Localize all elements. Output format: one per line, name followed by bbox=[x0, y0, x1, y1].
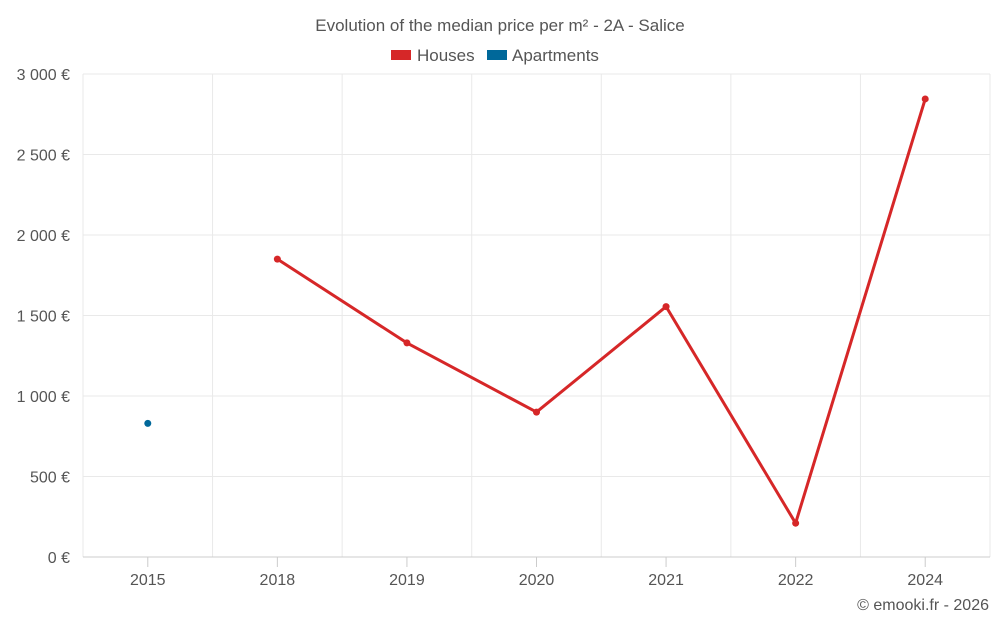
y-tick-label: 2 500 € bbox=[17, 148, 70, 165]
data-point-houses[interactable] bbox=[921, 95, 929, 103]
legend-item-houses[interactable]: Houses bbox=[391, 46, 475, 65]
data-point-houses[interactable] bbox=[273, 255, 281, 263]
y-tick-label: 3 000 € bbox=[17, 67, 70, 84]
x-tick-label: 2020 bbox=[519, 572, 555, 589]
y-tick-label: 1 500 € bbox=[17, 309, 70, 326]
series-layer bbox=[144, 95, 929, 527]
legend-label-apartments: Apartments bbox=[512, 46, 599, 65]
legend-item-apartments[interactable]: Apartments bbox=[487, 46, 599, 65]
series-line-houses bbox=[276, 98, 927, 525]
data-point-apartments[interactable] bbox=[144, 419, 152, 427]
credit-text: © emooki.fr - 2026 bbox=[857, 597, 989, 614]
data-point-houses[interactable] bbox=[792, 519, 800, 527]
x-tick-label: 2021 bbox=[648, 572, 684, 589]
data-point-houses[interactable] bbox=[533, 408, 540, 416]
y-tick-label: 0 € bbox=[48, 550, 70, 567]
y-tick-label: 1 000 € bbox=[17, 389, 70, 406]
x-tick-label: 2015 bbox=[130, 572, 166, 589]
data-point-houses[interactable] bbox=[662, 303, 670, 311]
x-tick-label: 2019 bbox=[389, 572, 425, 589]
legend-swatch-houses bbox=[391, 50, 411, 60]
x-tick-label: 2024 bbox=[907, 572, 943, 589]
x-tick-label: 2022 bbox=[778, 572, 814, 589]
grid bbox=[82, 73, 991, 557]
chart-title: Evolution of the median price per m² - 2… bbox=[315, 16, 684, 35]
y-tick-label: 2 000 € bbox=[17, 228, 70, 245]
x-tick-label: 2018 bbox=[260, 572, 296, 589]
data-point-houses[interactable] bbox=[403, 339, 411, 347]
legend-swatch-apartments bbox=[487, 50, 507, 60]
legend-label-houses: Houses bbox=[417, 46, 475, 65]
y-tick-label: 500 € bbox=[30, 470, 70, 487]
axes: 0 € 500 € 1 000 € 1 500 € 2 000 € 2 500 € 3 00… bbox=[17, 67, 990, 589]
legend: Houses Apartments bbox=[391, 46, 599, 65]
